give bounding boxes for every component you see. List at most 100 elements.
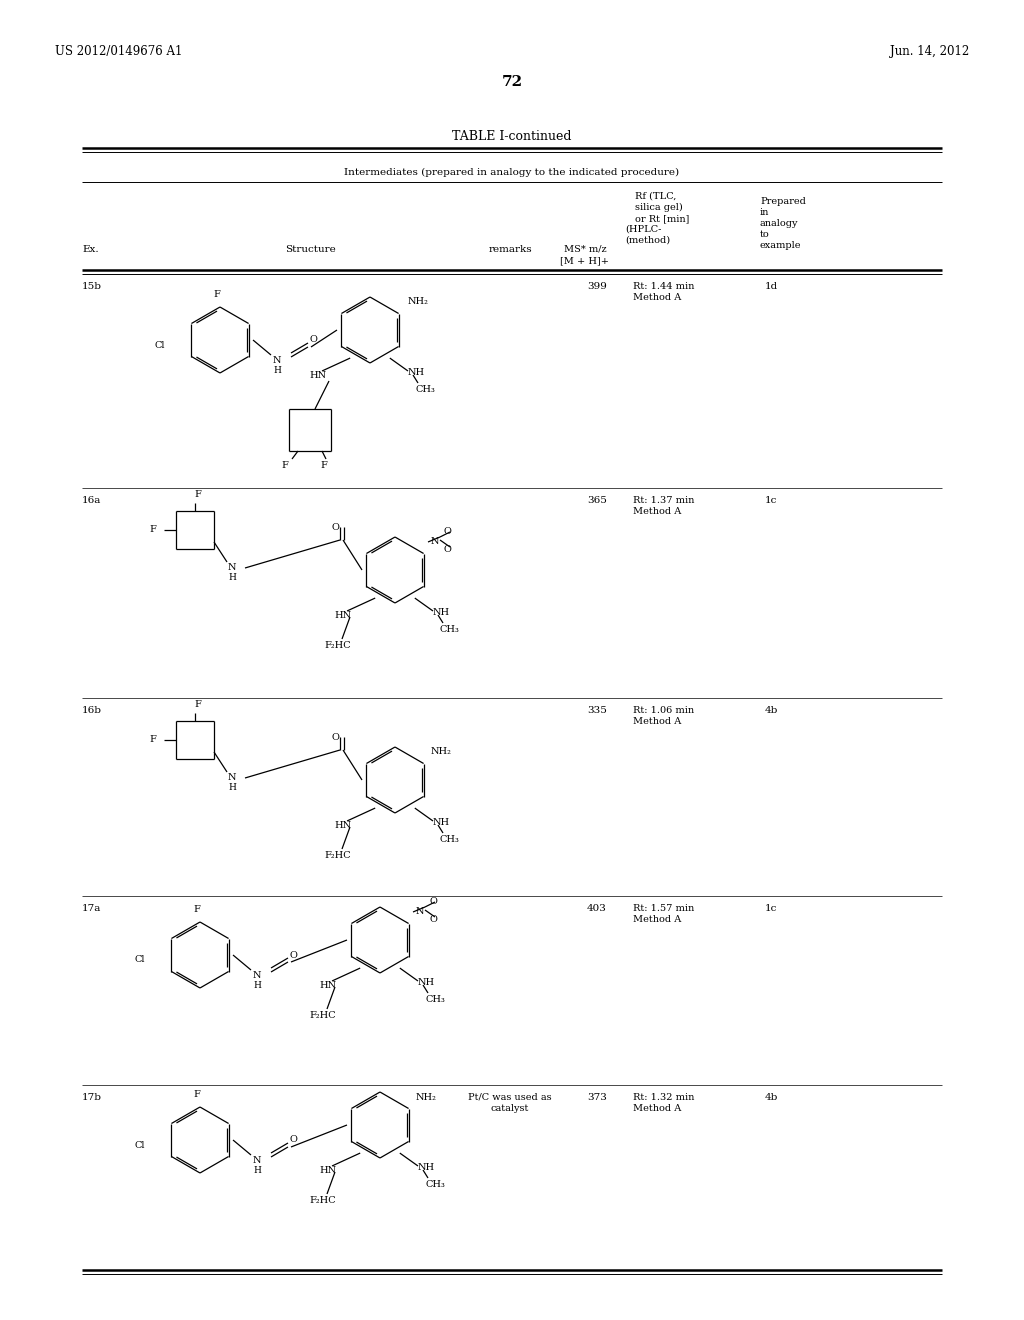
Text: 399: 399 bbox=[587, 282, 607, 290]
Text: remarks: remarks bbox=[488, 246, 531, 253]
Text: Ex.: Ex. bbox=[82, 246, 98, 253]
Text: example: example bbox=[760, 242, 802, 249]
Text: NH: NH bbox=[433, 818, 451, 828]
Text: Cl: Cl bbox=[134, 956, 145, 965]
Text: Rt: 1.57 min: Rt: 1.57 min bbox=[633, 904, 694, 913]
Text: O: O bbox=[331, 733, 339, 742]
Text: NH: NH bbox=[418, 1163, 435, 1172]
Text: Method A: Method A bbox=[633, 1104, 681, 1113]
Text: N: N bbox=[273, 356, 282, 366]
Text: H: H bbox=[228, 573, 236, 582]
Text: analogy: analogy bbox=[760, 219, 799, 228]
Text: 1c: 1c bbox=[765, 904, 777, 913]
Text: O: O bbox=[331, 523, 339, 532]
Text: Method A: Method A bbox=[633, 915, 681, 924]
Text: H: H bbox=[228, 783, 236, 792]
Text: CH₃: CH₃ bbox=[415, 385, 435, 393]
Text: 335: 335 bbox=[587, 706, 607, 715]
Text: HN: HN bbox=[319, 1166, 336, 1175]
Text: N: N bbox=[431, 537, 439, 546]
Text: TABLE I-continued: TABLE I-continued bbox=[453, 129, 571, 143]
Text: NH₂: NH₂ bbox=[416, 1093, 437, 1101]
Text: Rf (TLC,: Rf (TLC, bbox=[635, 191, 677, 201]
Text: CH₃: CH₃ bbox=[440, 836, 460, 843]
Text: catalyst: catalyst bbox=[490, 1104, 529, 1113]
Text: F₂HC: F₂HC bbox=[324, 642, 350, 649]
Text: O: O bbox=[309, 335, 316, 345]
Text: 365: 365 bbox=[587, 496, 607, 506]
Text: Pt/C was used as: Pt/C was used as bbox=[468, 1093, 552, 1102]
Text: silica gel): silica gel) bbox=[635, 203, 683, 213]
Text: Intermediates (prepared in analogy to the indicated procedure): Intermediates (prepared in analogy to th… bbox=[344, 168, 680, 177]
Text: H: H bbox=[253, 981, 261, 990]
Text: NH: NH bbox=[433, 609, 451, 616]
Text: 16a: 16a bbox=[82, 496, 101, 506]
Text: to: to bbox=[760, 230, 770, 239]
Text: F: F bbox=[282, 461, 288, 470]
Text: NH: NH bbox=[418, 978, 435, 987]
Text: CH₃: CH₃ bbox=[440, 624, 460, 634]
Text: O: O bbox=[429, 915, 437, 924]
Text: H: H bbox=[253, 1166, 261, 1175]
Text: Rt: 1.37 min: Rt: 1.37 min bbox=[633, 496, 694, 506]
Text: NH: NH bbox=[408, 368, 425, 378]
Text: F: F bbox=[319, 461, 327, 470]
Text: O: O bbox=[289, 950, 297, 960]
Text: 17b: 17b bbox=[82, 1093, 102, 1102]
Text: HN: HN bbox=[334, 611, 351, 620]
Text: N: N bbox=[253, 1156, 261, 1166]
Text: O: O bbox=[444, 544, 452, 553]
Text: F: F bbox=[195, 490, 202, 499]
Text: Structure: Structure bbox=[285, 246, 336, 253]
Text: Jun. 14, 2012: Jun. 14, 2012 bbox=[890, 45, 969, 58]
Text: HN: HN bbox=[309, 371, 326, 380]
Text: 15b: 15b bbox=[82, 282, 102, 290]
Text: 4b: 4b bbox=[765, 1093, 778, 1102]
Text: O: O bbox=[429, 898, 437, 907]
Text: Rt: 1.44 min: Rt: 1.44 min bbox=[633, 282, 694, 290]
Text: Cl: Cl bbox=[134, 1140, 145, 1150]
Text: (method): (method) bbox=[625, 236, 670, 246]
Text: 403: 403 bbox=[587, 904, 607, 913]
Text: F: F bbox=[195, 700, 202, 709]
Text: F: F bbox=[150, 525, 156, 535]
Text: Rt: 1.32 min: Rt: 1.32 min bbox=[633, 1093, 694, 1102]
Text: F₂HC: F₂HC bbox=[324, 851, 350, 861]
Text: HN: HN bbox=[319, 981, 336, 990]
Text: F₂HC: F₂HC bbox=[309, 1196, 336, 1205]
Text: 17a: 17a bbox=[82, 904, 101, 913]
Text: Method A: Method A bbox=[633, 717, 681, 726]
Text: [M + H]+: [M + H]+ bbox=[560, 256, 609, 265]
Text: F: F bbox=[150, 735, 156, 744]
Text: or Rt [min]: or Rt [min] bbox=[635, 214, 689, 223]
Text: F₂HC: F₂HC bbox=[309, 1011, 336, 1020]
Text: O: O bbox=[289, 1135, 297, 1144]
Text: HN: HN bbox=[334, 821, 351, 830]
Text: US 2012/0149676 A1: US 2012/0149676 A1 bbox=[55, 45, 182, 58]
Text: NH₂: NH₂ bbox=[408, 297, 429, 306]
Text: F: F bbox=[194, 906, 201, 913]
Text: Method A: Method A bbox=[633, 507, 681, 516]
Text: Prepared: Prepared bbox=[760, 197, 806, 206]
Text: F: F bbox=[194, 1090, 201, 1100]
Text: 16b: 16b bbox=[82, 706, 102, 715]
Text: N: N bbox=[228, 774, 237, 781]
Text: 373: 373 bbox=[587, 1093, 607, 1102]
Text: Cl: Cl bbox=[155, 341, 165, 350]
Text: 1c: 1c bbox=[765, 496, 777, 506]
Text: CH₃: CH₃ bbox=[425, 1180, 444, 1189]
Text: Method A: Method A bbox=[633, 293, 681, 302]
Text: (HPLC-: (HPLC- bbox=[625, 224, 662, 234]
Text: CH₃: CH₃ bbox=[425, 995, 444, 1005]
Text: 1d: 1d bbox=[765, 282, 778, 290]
Text: O: O bbox=[444, 528, 452, 536]
Text: MS* m/z: MS* m/z bbox=[563, 246, 606, 253]
Text: N: N bbox=[253, 972, 261, 979]
Text: 4b: 4b bbox=[765, 706, 778, 715]
Text: N: N bbox=[228, 564, 237, 572]
Text: N: N bbox=[416, 908, 425, 916]
Text: in: in bbox=[760, 209, 769, 216]
Text: 72: 72 bbox=[502, 75, 522, 88]
Text: F: F bbox=[214, 290, 220, 300]
Text: Rt: 1.06 min: Rt: 1.06 min bbox=[633, 706, 694, 715]
